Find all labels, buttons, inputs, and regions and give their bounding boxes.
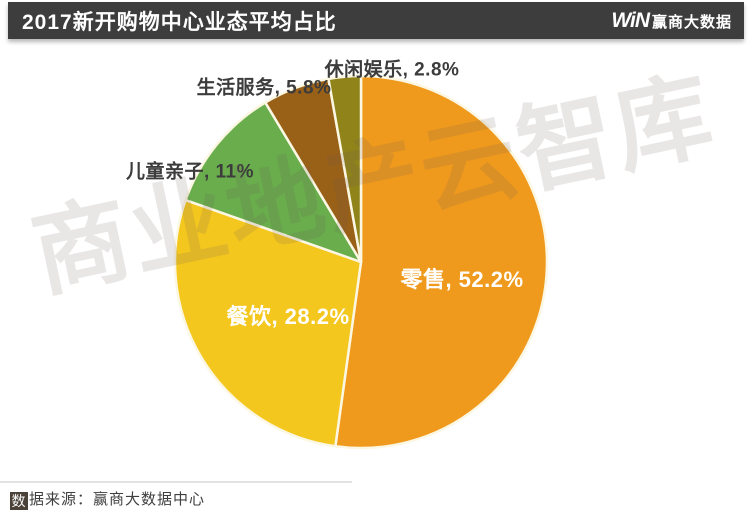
- data-source-highlight-char: 数: [10, 492, 28, 510]
- data-source-text: 据来源：赢商大数据中心: [29, 491, 206, 508]
- page-title: 2017新开购物中心业态平均占比: [22, 10, 337, 34]
- pie-slice-label-children-family: 儿童亲子, 11%: [125, 161, 255, 183]
- pie-slice-label-food-beverage: 餐饮, 28.2%: [226, 304, 350, 329]
- pie-slice-label-life-services: 生活服务, 5.8%: [196, 77, 332, 99]
- pie-slice-leisure-entertainment: [327, 74, 363, 264]
- pie-slice-label-leisure-entertainment: 休闲娱乐, 2.8%: [324, 59, 460, 81]
- pie-chart: [173, 74, 549, 450]
- win-logo-text: 赢商大数据: [651, 13, 732, 31]
- pie-chart-area: 零售, 52.2% 餐饮, 28.2% 儿童亲子, 11% 生活服务, 5.8% 休闲娱…: [0, 40, 752, 480]
- pie-slice-label-retail: 零售, 52.2%: [400, 267, 524, 292]
- header-bar: 2017新开购物中心业态平均占比 WiN 赢商大数据: [8, 2, 744, 39]
- data-source: 数据来源：赢商大数据中心: [10, 488, 205, 510]
- pie-slice-retail: [334, 74, 549, 450]
- pie-slice-children-family: [184, 101, 363, 264]
- pie-slice-food-beverage: [173, 198, 363, 448]
- footer-divider: [0, 481, 352, 483]
- win-logo: WiN 赢商大数据: [611, 9, 744, 33]
- win-logo-mark: WiN: [611, 8, 650, 32]
